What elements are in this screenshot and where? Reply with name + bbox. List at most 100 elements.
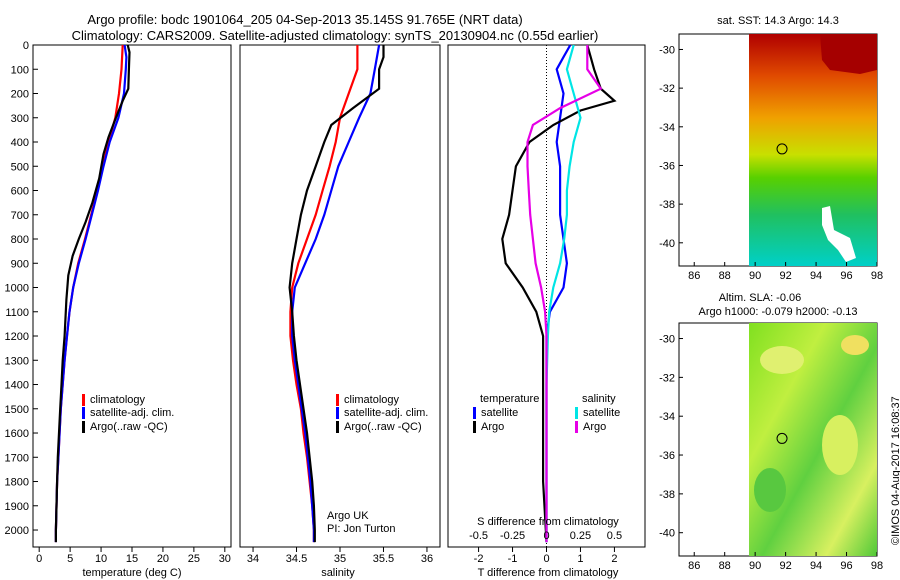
legend-swatch-temp-argo — [473, 421, 476, 433]
legend-swatch-argo — [336, 421, 339, 433]
map-x-tick-label: 98 — [871, 560, 883, 572]
top-x-tick-label: 0.5 — [607, 530, 622, 542]
top-x-tick-label: 0.25 — [570, 530, 591, 542]
x-tick-label: 25 — [188, 553, 200, 565]
legend-swatch-sal-satellite — [575, 407, 578, 419]
y-tick-label: 1700 — [5, 452, 29, 464]
y-tick-label: 2000 — [5, 525, 29, 537]
sla-high-patch — [760, 346, 804, 374]
x-tick-label: 35.5 — [373, 553, 394, 565]
x-tick-label: 35 — [334, 553, 346, 565]
x-tick-label: -2 — [474, 553, 484, 565]
legend-label-satellite: satellite-adj. clim. — [90, 407, 174, 419]
x-tick-label: 30 — [219, 553, 231, 565]
salinity-panel: 34 34.5 35 35.5 36 salinity climatology sate… — [239, 44, 441, 579]
map-x-tick-label: 86 — [688, 560, 700, 572]
legend-label-climatology: climatology — [90, 394, 146, 406]
map-y-tick-label: -38 — [659, 199, 675, 211]
series-line-temperature-satellite — [545, 44, 572, 543]
x-tick-label: 5 — [67, 553, 73, 565]
sst-map-title: sat. SST: 14.3 Argo: 14.3 — [717, 15, 839, 27]
y-tick-label: 1800 — [5, 477, 29, 489]
sst-argo-position-marker — [776, 143, 788, 155]
map-x-tick-label: 90 — [749, 270, 761, 282]
y-tick-label: 400 — [11, 137, 29, 149]
difference-xlabel: T difference from climatology — [478, 567, 619, 579]
x-tick-label: 15 — [126, 553, 138, 565]
annotation-argo-uk: Argo UK — [327, 510, 369, 522]
map-x-tick-label: 94 — [810, 560, 822, 572]
x-tick-label: 0 — [36, 553, 42, 565]
legend-swatch-satellite — [82, 407, 85, 419]
x-tick-label: -1 — [508, 553, 518, 565]
temperature-xlabel: temperature (deg C) — [82, 567, 181, 579]
temperature-legend: climatology satellite-adj. clim. Argo(..… — [82, 394, 174, 433]
map-y-tick-label: -40 — [659, 528, 675, 540]
legend-label-climatology: climatology — [344, 394, 400, 406]
temperature-panel: 0 5 10 15 20 25 30 0 100 200 300 400 500 600 700 800 90… — [5, 40, 232, 579]
y-tick-label: 1100 — [5, 307, 29, 319]
map-y-tick-label: -32 — [659, 372, 675, 384]
top-x-tick-label: -0.5 — [469, 530, 488, 542]
series-line-temperature-argo — [501, 44, 617, 543]
map-x-tick-label: 88 — [719, 560, 731, 572]
legend-label-temp-argo: Argo — [481, 421, 504, 433]
map-x-tick-label: 96 — [840, 560, 852, 572]
series-line-argo-raw-qc- — [54, 44, 131, 543]
map-y-tick-label: -36 — [659, 450, 675, 462]
series-line-satellite-adj-clim- — [291, 44, 381, 543]
annotation-pi: PI: Jon Turton — [327, 523, 395, 535]
map-x-tick-label: 98 — [871, 270, 883, 282]
map-x-tick-label: 86 — [688, 270, 700, 282]
map-y-tick-label: -36 — [659, 160, 675, 172]
y-tick-label: 1900 — [5, 501, 29, 513]
legend-swatch-sal-argo — [575, 421, 578, 433]
map-x-tick-label: 96 — [840, 270, 852, 282]
y-tick-label: 1500 — [5, 404, 29, 416]
title-line-1: Argo profile: bodc 1901064_205 04-Sep-20… — [87, 12, 523, 27]
map-y-tick-label: -38 — [659, 489, 675, 501]
legend-label-sal-argo: Argo — [583, 421, 606, 433]
series-line-climatology — [289, 45, 359, 543]
difference-panel: -2 -1 0 1 2 -0.5 -0.25 0 0.25 0.5 S difference f… — [447, 44, 646, 579]
sla-argo-position-marker — [776, 432, 788, 444]
map-x-tick-label: 92 — [779, 270, 791, 282]
y-tick-label: 800 — [11, 234, 29, 246]
sla-high-patch — [822, 415, 858, 475]
salinity-xlabel: salinity — [321, 567, 355, 579]
sla-title-line-2: Argo h1000: -0.079 h2000: -0.13 — [698, 306, 857, 318]
map-x-tick-label: 90 — [749, 560, 761, 572]
legend-label-satellite: satellite-adj. clim. — [344, 407, 428, 419]
legend-swatch-argo — [82, 421, 85, 433]
series-line-salinity-argo — [526, 45, 603, 543]
map-y-tick-label: -30 — [659, 44, 675, 56]
y-tick-label: 700 — [11, 210, 29, 222]
x-tick-label: 34.5 — [286, 553, 307, 565]
legend-swatch-climatology — [82, 394, 85, 406]
y-tick-label: 1600 — [5, 428, 29, 440]
y-tick-label: 600 — [11, 186, 29, 198]
imos-credit: ©IMOS 04-Aug-2017 16:08:37 — [890, 396, 900, 545]
top-x-tick-label: 0 — [543, 530, 549, 542]
map-x-tick-label: 88 — [719, 270, 731, 282]
sla-title-line-1: Altim. SLA: -0.06 — [719, 292, 802, 304]
sst-warm-patch — [820, 34, 877, 74]
top-x-tick-label: -0.25 — [500, 530, 525, 542]
y-tick-label: 1000 — [5, 283, 29, 295]
map-x-tick-label: 94 — [810, 270, 822, 282]
legend-label-argo: Argo(..raw -QC) — [344, 421, 422, 433]
sla-map: Altim. SLA: -0.06 Argo h1000: -0.079 h20… — [659, 292, 883, 572]
map-x-tick-label: 92 — [779, 560, 791, 572]
x-tick-label: 2 — [611, 553, 617, 565]
difference-legend: temperature salinity satellite Argo sate… — [473, 393, 620, 433]
sla-high-patch — [841, 335, 869, 355]
y-tick-label: 0 — [23, 40, 29, 52]
legend-heading-temperature: temperature — [480, 393, 539, 405]
title-line-2: Climatology: CARS2009. Satellite-adjuste… — [71, 28, 599, 43]
y-tick-label: 900 — [11, 258, 29, 270]
sst-map: sat. SST: 14.3 Argo: 14.3 — [659, 15, 883, 282]
x-tick-label: 1 — [577, 553, 583, 565]
difference-xlabel-top: S difference from climatology — [477, 516, 619, 528]
x-tick-label: 36 — [421, 553, 433, 565]
